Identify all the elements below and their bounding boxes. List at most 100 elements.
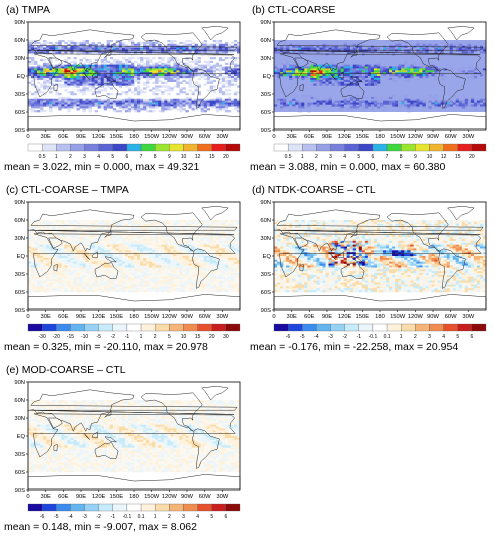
colorbar-boxes (27, 503, 241, 512)
colorbar-label: -6 (286, 334, 291, 340)
colorbar-label: 0.1 (138, 514, 145, 520)
max-value: 60.380 (413, 161, 446, 173)
colorbar-box (183, 143, 198, 152)
lat-tick-label: 60N (260, 38, 271, 44)
colorbar-box (401, 323, 416, 332)
continent-outline (33, 413, 236, 458)
colorbar-label: 20 (469, 154, 475, 160)
continent-outline (299, 84, 304, 92)
continent-outline (279, 233, 482, 278)
colorbar-box (372, 143, 388, 152)
lon-tick-label: 90E (76, 134, 86, 140)
map: 90N 60N 30N EQ 30S 60S 90S 0 30E 60E 90E 120E 150E 18… (250, 198, 490, 320)
colorbar-label: -15 (67, 334, 74, 340)
colorbar-box (330, 323, 345, 332)
max-label: max = (394, 341, 424, 353)
continent-outline (104, 410, 112, 418)
colorbar-box (56, 143, 71, 152)
colorbar-box (169, 503, 184, 512)
continent-outline (337, 71, 344, 79)
colorbar-label: 6 (470, 334, 473, 340)
colorbar-box (330, 143, 345, 152)
lon-tick-label: 120W (162, 314, 178, 320)
min-label: min = (320, 161, 347, 173)
colorbar-box (98, 503, 113, 512)
lat-tick-label: 60S (261, 290, 271, 296)
lat-tick-label: 60S (15, 110, 25, 116)
max-label: max = (135, 161, 165, 173)
continent-outline (340, 82, 365, 100)
lon-tick-label: 150E (356, 134, 370, 140)
colorbar-box (211, 323, 227, 332)
colorbar-box (316, 323, 331, 332)
colorbar-box (415, 143, 430, 152)
lat-tick-label: 90S (15, 128, 25, 134)
lon-tick-label: 60W (199, 494, 211, 500)
lat-tick-label: 90N (14, 200, 25, 206)
colorbar-box (358, 323, 374, 332)
colorbar-box (98, 323, 113, 332)
lon-tick-label: 30E (41, 314, 51, 320)
continent-outline (273, 114, 487, 130)
colorbar-label: 5 (210, 514, 213, 520)
continent-outline (350, 50, 358, 58)
colorbar-label: 8 (154, 154, 157, 160)
lon-tick-label: 150E (110, 494, 124, 500)
continent-outline (279, 53, 482, 98)
colorbar-labels: -30 -20 -15 -10 -5 -2 -1 1 2 5 10 15 20 30 (39, 334, 229, 340)
colorbar-label: 6 (372, 154, 375, 160)
colorbar-label: 3 (182, 514, 185, 520)
lat-tick-label: 30N (14, 236, 25, 242)
colorbar-label: 30 (223, 334, 229, 340)
lon-tick-label: 30W (216, 494, 228, 500)
panel-title: (e) MOD-COARSE – CTL (6, 364, 126, 376)
colorbar-box (112, 143, 128, 152)
colorbar-box (140, 323, 156, 332)
continent-outline (104, 50, 112, 58)
continent-outline (273, 209, 484, 252)
lat-tick-label: 90S (261, 128, 271, 134)
lon-tick-label: 120E (92, 494, 106, 500)
colorbar-box (155, 503, 170, 512)
continent-outline (294, 237, 309, 249)
lon-tick-label: 60E (304, 314, 314, 320)
lat-tick-label: EQ (263, 254, 272, 260)
continent-outline (337, 251, 344, 259)
colorbar-box (56, 323, 71, 332)
continent-outline (83, 432, 90, 440)
colorbar-box (169, 143, 184, 152)
colorbar-label: -3 (82, 514, 87, 520)
colorbar-box (41, 323, 57, 332)
max-value: 49.321 (167, 161, 200, 173)
precip-field (274, 220, 487, 293)
colorbar-boxes (27, 323, 241, 332)
colorbar-box (27, 323, 43, 332)
colorbar-box (471, 143, 487, 152)
continent-outline (340, 262, 365, 280)
max-value: 20.978 (175, 341, 208, 353)
colorbar-label: 12 (441, 154, 447, 160)
lat-tick-label: 90S (261, 308, 271, 314)
colorbar-box (126, 323, 142, 332)
panel-title: (d) NTDK-COARSE – CTL (252, 184, 376, 196)
continent-outline (350, 230, 358, 238)
colorbar-label: 15 (455, 154, 461, 160)
colorbar-box (155, 323, 170, 332)
lat-tick-label: 30N (260, 236, 271, 242)
colorbar-label: 4 (343, 154, 346, 160)
lon-tick-label: 0 (272, 134, 275, 140)
colorbar-box (169, 323, 184, 332)
lon-tick-label: 30W (216, 134, 228, 140)
continent-outline (140, 392, 203, 432)
panel-e: (e) MOD-COARSE – CTL 90N 60N 30N EQ 30S 60S 90… (4, 364, 244, 542)
colorbar-box (401, 143, 416, 152)
stats-line: mean = 0.325, min = -20.110, max = 20.97… (4, 341, 208, 353)
colorbar: -6 -5 -4 -3 -2 -1 -0.1 0.1 1 2 3 4 5 6 (4, 502, 244, 524)
colorbar-label: 1 (400, 334, 403, 340)
continent-outline (329, 72, 336, 80)
colorbar-label: 1 (55, 154, 58, 160)
min-label: min = (74, 341, 101, 353)
colorbar-label: -4 (68, 514, 73, 520)
colorbar-label: 2 (69, 154, 72, 160)
